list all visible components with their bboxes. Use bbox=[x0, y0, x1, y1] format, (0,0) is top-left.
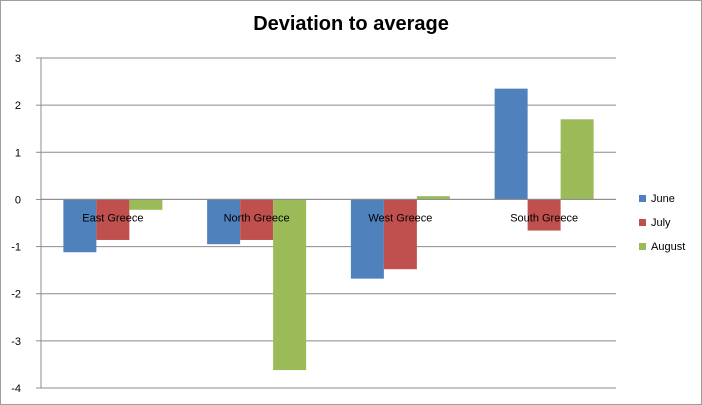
bar-june bbox=[63, 199, 97, 253]
bar-july bbox=[527, 199, 561, 231]
category-label: South Greece bbox=[510, 212, 578, 224]
legend-label: August bbox=[651, 241, 685, 253]
legend-swatch-july bbox=[639, 219, 646, 226]
category-label: West Greece bbox=[368, 212, 432, 224]
bar-august bbox=[560, 119, 594, 200]
y-tick-label: -3 bbox=[11, 336, 21, 348]
bar-july bbox=[383, 199, 417, 270]
bar-august bbox=[416, 196, 450, 200]
bar-june bbox=[494, 88, 528, 200]
bar-august bbox=[129, 199, 163, 210]
legend-label: July bbox=[651, 217, 671, 229]
y-tick-label: -1 bbox=[11, 242, 21, 254]
bar-july bbox=[96, 199, 130, 240]
y-tick-label: 1 bbox=[15, 147, 21, 159]
category-label: North Greece bbox=[224, 212, 290, 224]
y-tick-label: -2 bbox=[11, 289, 21, 301]
legend-swatch-june bbox=[639, 195, 646, 202]
category-label: East Greece bbox=[82, 212, 143, 224]
bar-august bbox=[273, 199, 307, 371]
legend-label: June bbox=[651, 193, 675, 205]
y-tick-label: 2 bbox=[15, 100, 21, 112]
bar-july bbox=[240, 199, 274, 240]
bar-june bbox=[350, 199, 384, 279]
y-tick-label: 3 bbox=[15, 53, 21, 65]
legend-swatch-august bbox=[639, 243, 646, 250]
bar-june bbox=[207, 199, 241, 245]
chart-title: Deviation to average bbox=[253, 13, 449, 35]
y-tick-label: 0 bbox=[15, 194, 21, 206]
y-tick-label: -4 bbox=[11, 383, 21, 395]
